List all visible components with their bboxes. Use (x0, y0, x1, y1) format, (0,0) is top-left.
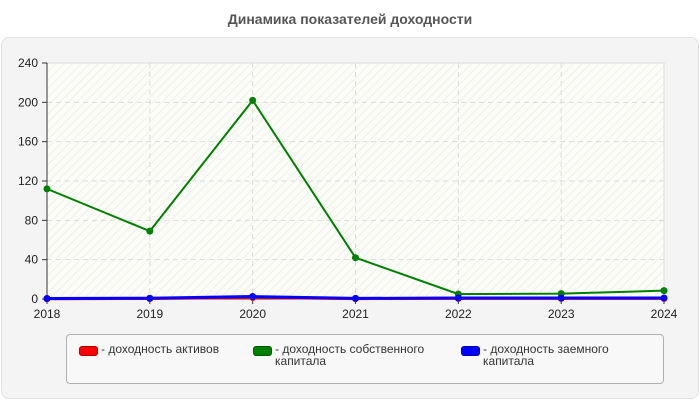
data-point[interactable] (352, 294, 359, 302)
data-point[interactable] (557, 294, 565, 302)
y-tick-label: 80 (25, 213, 39, 227)
x-tick-label: 2021 (342, 307, 369, 321)
data-point[interactable] (146, 294, 154, 302)
y-axis-labels: 0 40 80 120 160 200 240 (18, 56, 38, 306)
y-tick-label: 240 (18, 56, 38, 70)
legend-item-equity: - доходность собственного капитала (253, 343, 424, 367)
legend-item-assets: - доходность активов (79, 343, 219, 356)
chart-title: Динамика показателей доходности (227, 11, 473, 27)
legend-swatch-red (79, 346, 98, 356)
data-point[interactable] (43, 295, 51, 303)
legend-label: - доходность заемного капитала (483, 342, 609, 368)
y-tick-label: 40 (25, 253, 39, 267)
data-point[interactable] (660, 294, 668, 302)
x-tick-label: 2023 (548, 307, 575, 321)
y-tick-label: 200 (18, 95, 38, 109)
data-point[interactable] (249, 96, 257, 104)
x-tick-label: 2019 (136, 307, 163, 321)
y-tick-label: 0 (31, 292, 38, 306)
series-lines (43, 96, 668, 303)
data-point[interactable] (352, 254, 359, 262)
x-tick-label: 2024 (651, 307, 678, 321)
legend-swatch-blue (461, 346, 480, 356)
gridlines (47, 62, 665, 299)
y-tick-label: 160 (18, 135, 38, 149)
data-point[interactable] (660, 287, 668, 295)
legend-label: - доходность собственного капитала (275, 342, 425, 368)
data-point[interactable] (43, 185, 51, 193)
data-point[interactable] (454, 294, 462, 302)
x-tick-label: 2020 (239, 307, 266, 321)
data-point[interactable] (146, 227, 154, 235)
legend-swatch-green (253, 346, 272, 356)
legend-label: - доходность активов (101, 342, 220, 356)
legend: - доходность активов - доходность собств… (66, 334, 664, 384)
x-tick-label: 2018 (34, 307, 61, 321)
data-point[interactable] (249, 293, 257, 301)
x-axis-labels: 2018 2019 2020 2021 2022 2023 2024 (34, 307, 678, 321)
legend-item-debt: - доходность заемного капитала (461, 343, 609, 367)
y-tick-label: 120 (18, 174, 38, 188)
x-tick-label: 2022 (445, 307, 472, 321)
